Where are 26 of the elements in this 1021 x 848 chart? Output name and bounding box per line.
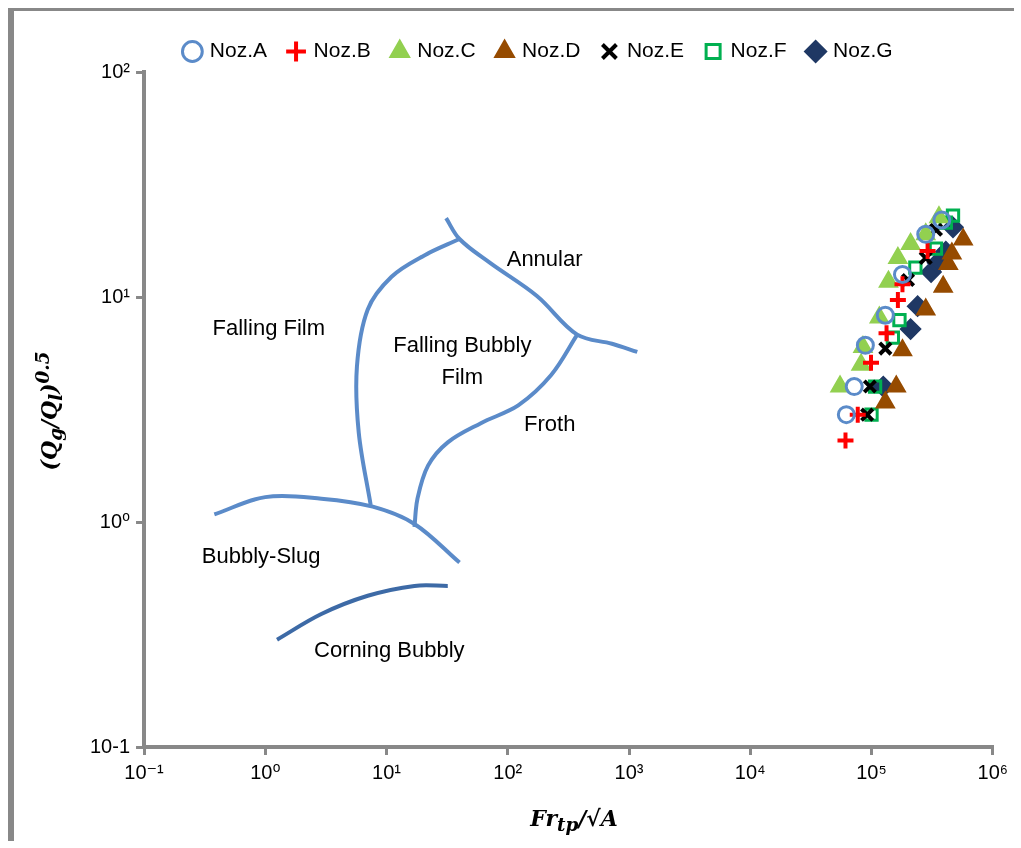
x-tick-label: 10⁵ <box>856 760 887 783</box>
legend-label: Noz.C <box>417 38 476 62</box>
legend-label: Noz.D <box>522 38 581 62</box>
x-axis-title: Fr$_{tp}$/√A <box>530 804 618 835</box>
x-tick-label: 10¹ <box>372 760 402 783</box>
x-tick-label: 10² <box>493 760 523 783</box>
legend-label: Noz.G <box>833 38 893 62</box>
legend-label: Noz.B <box>313 38 371 62</box>
x-tick-label: 10³ <box>614 760 644 783</box>
legend-label: Noz.A <box>209 38 268 62</box>
y-tick-label: 10-1 <box>90 734 131 757</box>
x-tick-label: 10⁻¹ <box>124 760 165 783</box>
annotation: Corning Bubbly <box>314 636 465 662</box>
legend-label: Noz.E <box>626 38 685 62</box>
x-tick-label: 10⁰ <box>250 760 281 783</box>
annotation: Froth <box>524 411 576 437</box>
annotation: Bubbly-Slug <box>201 543 321 569</box>
y-tick-label: 10⁰ <box>99 509 131 532</box>
annotation: Falling Bubbly Film <box>393 331 532 389</box>
x-tick-label: 10⁶ <box>977 760 1008 783</box>
x-tick-label: 10⁴ <box>734 760 766 783</box>
y-tick-label: 10¹ <box>101 284 131 307</box>
annotation: Falling Film <box>212 314 326 340</box>
y-tick-label: 10² <box>101 59 131 82</box>
legend-label: Noz.F <box>730 38 787 62</box>
annotation: Annular <box>506 245 583 271</box>
